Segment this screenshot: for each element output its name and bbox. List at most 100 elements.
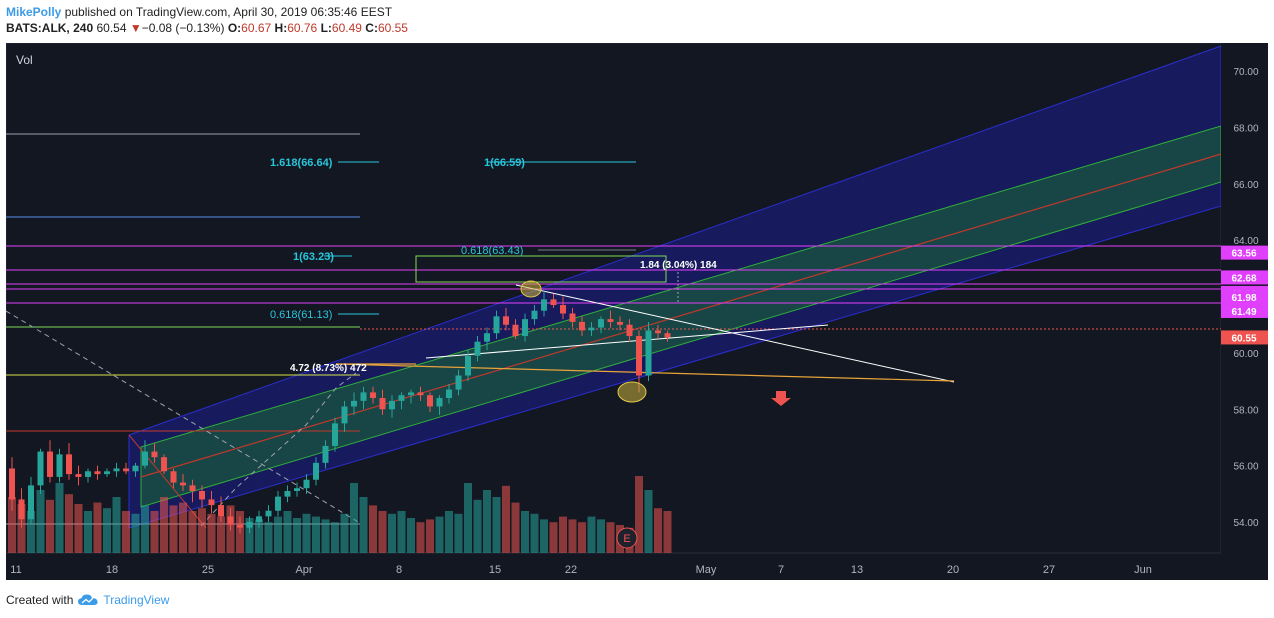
candle-body[interactable]	[436, 398, 443, 407]
volume-bar	[511, 502, 520, 553]
candle-body[interactable]	[56, 454, 63, 477]
candle-body[interactable]	[531, 310, 538, 320]
candle-body[interactable]	[579, 321, 585, 331]
candle-body[interactable]	[142, 451, 148, 466]
candle-body[interactable]	[484, 333, 490, 342]
volume-bar	[521, 511, 529, 553]
candle-body[interactable]	[180, 482, 186, 486]
candle-body[interactable]	[351, 400, 357, 407]
candle-body[interactable]	[37, 451, 44, 486]
author-link[interactable]: MikePolly	[6, 5, 62, 19]
candle-body[interactable]	[85, 471, 91, 477]
candle-body[interactable]	[161, 457, 167, 472]
candle-body[interactable]	[360, 392, 367, 401]
measure-box[interactable]	[415, 255, 667, 283]
candle-body[interactable]	[104, 471, 110, 475]
candle-body[interactable]	[332, 423, 338, 446]
candle-body[interactable]	[617, 321, 623, 325]
time-axis[interactable]: 11 18 25 Apr 8 15 22 May 7 13 20 27 Jun	[6, 554, 1268, 580]
candle-body[interactable]	[256, 516, 262, 523]
candle-body[interactable]	[645, 330, 652, 376]
candle-body[interactable]	[246, 522, 253, 528]
candle-body[interactable]	[588, 327, 595, 331]
time-tick-label: 25	[202, 564, 214, 576]
candle-body[interactable]	[123, 468, 129, 472]
chart-area[interactable]: E Vol 1.618(66.64) 1(66.59) 1(63.23) 0.6…	[5, 42, 1268, 580]
candle-body[interactable]	[113, 468, 120, 472]
price-tick-label: 56.00	[1233, 462, 1258, 473]
candle-body[interactable]	[493, 316, 500, 334]
candle-body[interactable]	[218, 505, 224, 517]
candle-body[interactable]	[370, 392, 376, 399]
candle-body[interactable]	[284, 491, 291, 497]
candle-body[interactable]	[474, 341, 481, 356]
candle-body[interactable]	[189, 485, 196, 492]
candle-body[interactable]	[66, 454, 72, 475]
candle-body[interactable]	[379, 398, 386, 410]
volume-bar	[93, 502, 102, 553]
candle-body[interactable]	[170, 471, 177, 483]
volume-bar	[207, 513, 216, 553]
fib-label-1618: 1.618(66.64)	[270, 157, 333, 169]
close-label: C:	[365, 21, 378, 35]
candle-body[interactable]	[18, 499, 25, 520]
volume-bar	[445, 511, 453, 553]
candle-body[interactable]	[655, 330, 661, 334]
volume-bar	[568, 519, 577, 553]
candle-body[interactable]	[626, 324, 633, 337]
candle-body[interactable]	[303, 479, 310, 489]
candle-body[interactable]	[636, 336, 642, 376]
candle-body[interactable]	[237, 524, 243, 528]
candle-body[interactable]	[398, 395, 405, 401]
candle-body[interactable]	[522, 319, 528, 337]
price-tick-label: 66.00	[1233, 180, 1258, 191]
low-label: L:	[320, 21, 332, 35]
created-with-text: Created with	[6, 593, 74, 607]
volume-bar	[141, 505, 149, 553]
candle-body[interactable]	[132, 465, 139, 472]
ohlc-line: BATS:ALK, 240 60.54 ▼−0.08 (−0.13%) O:60…	[6, 21, 408, 35]
candle-body[interactable]	[455, 375, 462, 390]
candle-body[interactable]	[389, 400, 395, 410]
candle-body[interactable]	[75, 474, 82, 477]
high-label: H:	[274, 21, 288, 35]
candle-body[interactable]	[151, 451, 158, 458]
high-value: 60.76	[287, 21, 318, 35]
candle-body[interactable]	[322, 445, 329, 463]
candle-body[interactable]	[465, 355, 471, 376]
candle-body[interactable]	[541, 299, 547, 311]
volume-bar	[169, 505, 178, 553]
volume-bar	[84, 511, 92, 553]
candle-body[interactable]	[560, 305, 566, 314]
volume-bar	[283, 511, 292, 553]
candle-body[interactable]	[313, 462, 319, 480]
candle-body[interactable]	[227, 516, 234, 525]
candle-body[interactable]	[512, 324, 519, 337]
candle-body[interactable]	[47, 451, 53, 477]
candle-body[interactable]	[341, 406, 348, 424]
candle-body[interactable]	[569, 313, 576, 322]
candle-body[interactable]	[265, 510, 272, 517]
candle-body[interactable]	[607, 319, 614, 322]
candle-body[interactable]	[550, 299, 557, 306]
candle-body[interactable]	[28, 485, 34, 520]
candle-body[interactable]	[446, 389, 452, 399]
tradingview-link[interactable]: TradingView	[103, 593, 170, 607]
candle-body[interactable]	[664, 333, 671, 338]
candle-body[interactable]	[294, 488, 300, 492]
candle-body[interactable]	[208, 499, 215, 506]
candle-body[interactable]	[503, 316, 509, 325]
candle-body[interactable]	[275, 496, 281, 511]
candle-body[interactable]	[9, 468, 15, 500]
candle-body[interactable]	[94, 471, 101, 475]
earnings-marker[interactable]	[616, 527, 638, 549]
close-value: 60.55	[377, 21, 408, 35]
candle-body[interactable]	[598, 319, 604, 328]
candle-body[interactable]	[408, 392, 414, 396]
candle-body[interactable]	[427, 395, 433, 407]
candle-body[interactable]	[417, 392, 424, 396]
price-chart[interactable]: E Vol 1.618(66.64) 1(66.59) 1(63.23) 0.6…	[5, 42, 1268, 580]
candle-body[interactable]	[199, 491, 205, 500]
volume-bar	[464, 483, 472, 553]
price-tag-label: 60.55	[1231, 333, 1256, 344]
